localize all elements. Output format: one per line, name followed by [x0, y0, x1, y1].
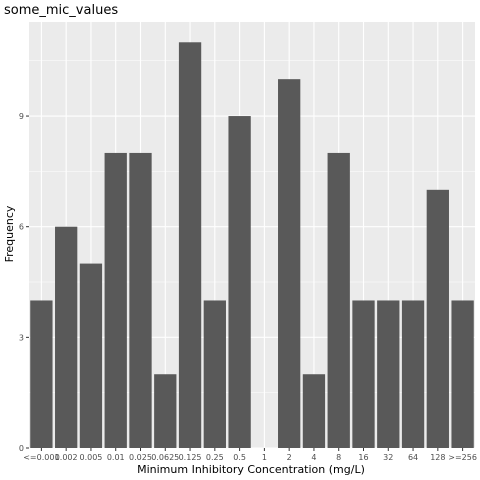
bar — [178, 42, 202, 449]
y-tick-label: 0 — [19, 444, 24, 453]
x-tick-label: 0.005 — [79, 453, 102, 462]
x-tick-label: 0.125 — [179, 453, 202, 462]
bar — [352, 300, 375, 448]
chart-title: some_mic_values — [4, 3, 118, 18]
x-tick-label: 0.5 — [233, 453, 246, 462]
bar — [79, 263, 103, 448]
x-tick-label: 128 — [430, 453, 445, 462]
bar — [401, 300, 425, 448]
bar — [228, 116, 251, 449]
bar — [377, 300, 400, 448]
x-tick-label: 0.0625 — [151, 453, 179, 462]
x-axis-title: Minimum Inhibitory Concentration (mg/L) — [137, 463, 365, 476]
bar — [30, 300, 53, 448]
y-axis-title: Frequency — [3, 205, 16, 262]
x-tick-label: 8 — [336, 453, 341, 462]
bar — [154, 374, 177, 448]
bar — [129, 152, 152, 448]
bar — [55, 226, 78, 448]
bar — [104, 152, 127, 448]
x-tick-label: 0.25 — [206, 453, 224, 462]
x-tick-label: 64 — [408, 453, 418, 462]
x-tick-label: 2 — [287, 453, 292, 462]
x-tick-label: >=256 — [448, 453, 477, 462]
x-tick-label: <=0.001 — [23, 453, 59, 462]
plot-panel — [29, 22, 475, 448]
x-tick-label: 0.01 — [107, 453, 125, 462]
bar — [451, 300, 474, 448]
y-tick-label: 6 — [19, 223, 24, 232]
y-tick-label: 9 — [19, 112, 24, 121]
bar — [302, 374, 326, 448]
x-tick-label: 16 — [358, 453, 368, 462]
y-tick-label: 3 — [19, 333, 24, 342]
x-tick-label: 4 — [311, 453, 316, 462]
bar — [203, 300, 226, 448]
x-tick-label: 0.025 — [129, 453, 152, 462]
x-tick-label: 32 — [383, 453, 393, 462]
bar — [327, 152, 350, 448]
bar — [278, 79, 301, 449]
bar — [426, 189, 449, 448]
x-tick-label: 1 — [262, 453, 267, 462]
x-tick-label: 0.002 — [55, 453, 78, 462]
